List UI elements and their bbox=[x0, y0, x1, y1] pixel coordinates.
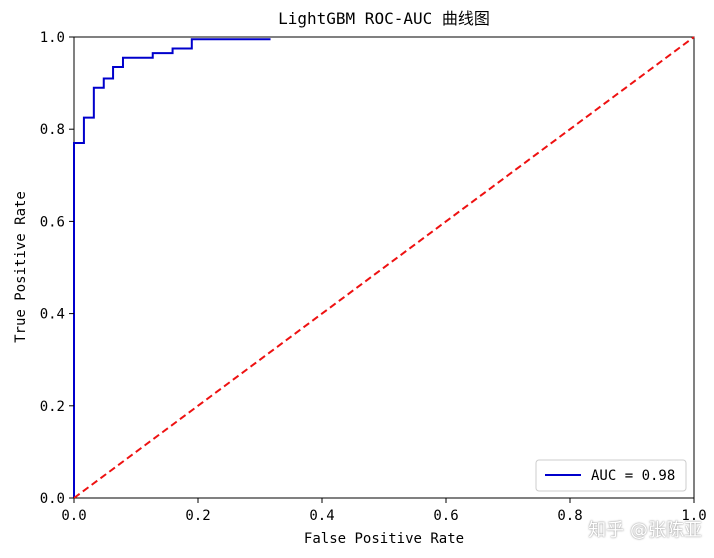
y-tick-label: 0.2 bbox=[40, 399, 65, 415]
legend: AUC = 0.98 bbox=[535, 459, 687, 492]
y-tick-label: 1.0 bbox=[40, 30, 65, 46]
y-axis-label: True Positive Rate bbox=[13, 191, 29, 343]
x-axis-label: False Positive Rate bbox=[304, 531, 464, 547]
series-layer bbox=[73, 36, 695, 499]
legend-label-auc: AUC = 0.98 bbox=[591, 468, 675, 484]
y-axis: 0.0 0.2 0.4 0.6 0.8 1.0 bbox=[40, 30, 74, 507]
x-tick-label: 0.0 bbox=[61, 508, 86, 524]
x-tick-label: 0.4 bbox=[309, 508, 334, 524]
y-tick-label: 0.0 bbox=[40, 491, 65, 507]
x-tick-label: 0.6 bbox=[433, 508, 458, 524]
chart-title: LightGBM ROC-AUC 曲线图 bbox=[278, 9, 490, 28]
roc-curve-line bbox=[73, 38, 271, 498]
y-tick-label: 0.4 bbox=[40, 307, 65, 323]
x-tick-label: 0.8 bbox=[557, 508, 582, 524]
x-axis: 0.0 0.2 0.4 0.6 0.8 1.0 bbox=[61, 498, 707, 524]
x-tick-label: 0.2 bbox=[185, 508, 210, 524]
chance-diagonal-line bbox=[73, 36, 695, 499]
y-tick-label: 0.8 bbox=[40, 122, 65, 138]
plot-area bbox=[73, 36, 695, 499]
legend-box bbox=[535, 459, 687, 492]
watermark: 知乎 @张陈亚 bbox=[588, 520, 702, 541]
x-tick-label: 1.0 bbox=[681, 508, 706, 524]
y-tick-label: 0.6 bbox=[40, 214, 65, 230]
